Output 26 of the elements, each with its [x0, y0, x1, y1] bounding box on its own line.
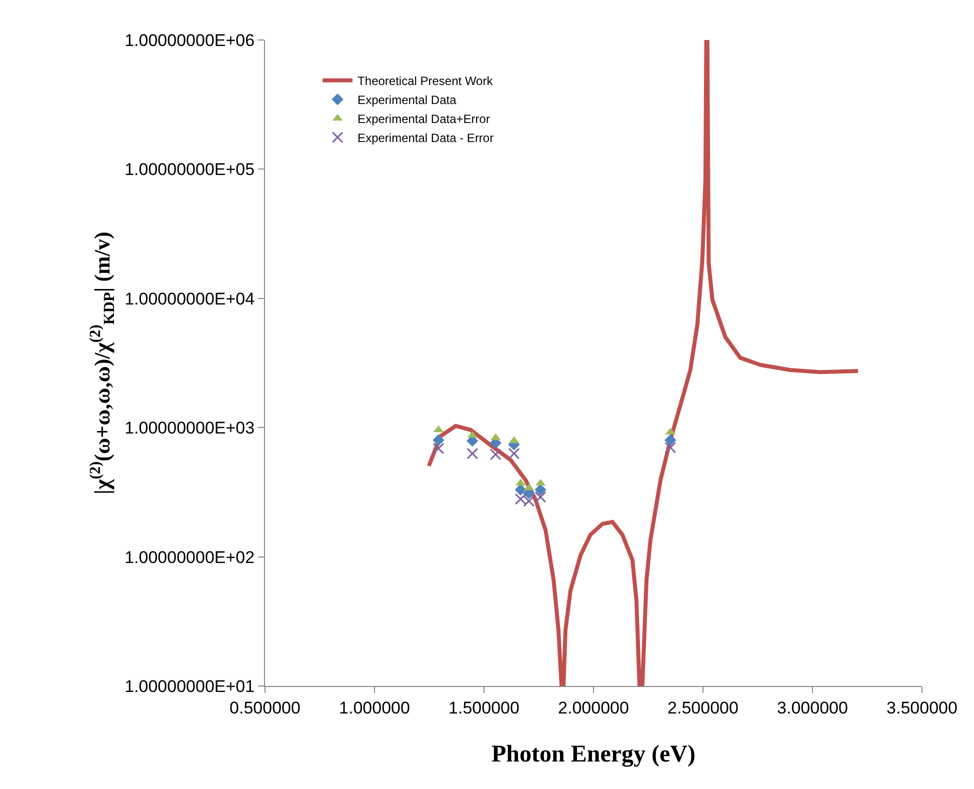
point — [466, 448, 478, 460]
point — [664, 434, 676, 446]
point — [432, 442, 444, 454]
y-tick-label: 1.00000000E+03 — [124, 418, 255, 438]
point — [490, 448, 502, 460]
x-tick-label: 1.000000 — [339, 698, 410, 718]
point — [664, 442, 676, 454]
y-tick-label: 1.00000000E+02 — [124, 548, 255, 567]
x-tick-label: 1.500000 — [448, 698, 520, 718]
x-tick-label: 3.500000 — [886, 698, 958, 718]
legend-label: Experimental Data - Error — [358, 131, 494, 146]
legend-label: Theoretical Present Work — [358, 74, 494, 88]
y-tick-label: 1.00000000E+04 — [124, 289, 255, 308]
x-tick-label: 3.000000 — [777, 698, 848, 718]
x-axis-title: Photon Energy (eV) — [492, 742, 696, 768]
point — [432, 434, 444, 446]
point — [508, 448, 520, 460]
legend-label: Experimental Data+Error — [358, 112, 490, 126]
y-tick-label: 1.00000000E+05 — [124, 160, 255, 180]
y-tick-label: 1.00000000E+01 — [124, 676, 255, 696]
x-tick-label: 2.000000 — [558, 698, 629, 718]
legend-label: Experimental Data — [358, 93, 457, 108]
point — [534, 491, 546, 503]
x-tick-label: 0.500000 — [230, 698, 300, 718]
y-tick-label: 1.00000000E+06 — [124, 30, 255, 50]
x-tick-label: 2.500000 — [668, 698, 738, 718]
